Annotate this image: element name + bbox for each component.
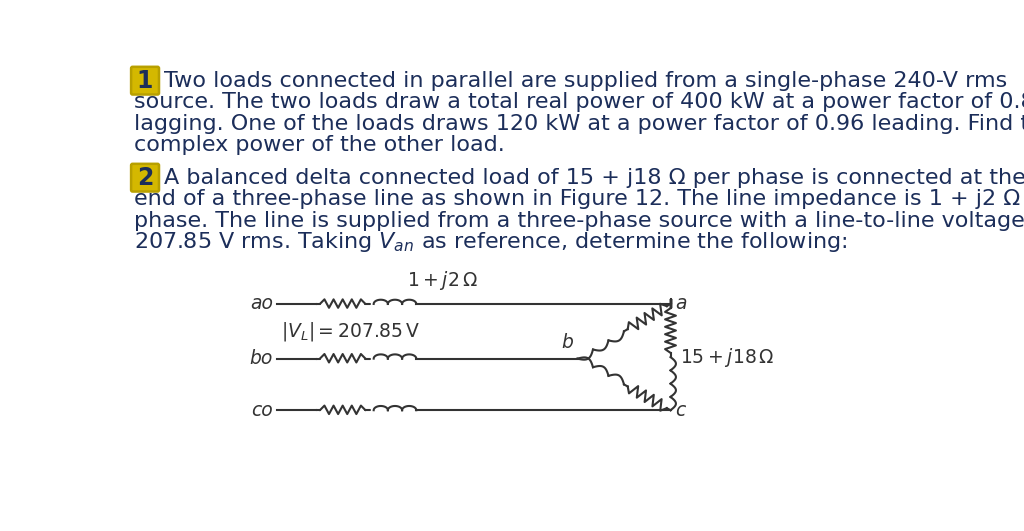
Text: 2: 2 — [137, 166, 154, 190]
Text: b: b — [562, 333, 573, 353]
Text: lagging. One of the loads draws 120 kW at a power factor of 0.96 leading. Find t: lagging. One of the loads draws 120 kW a… — [134, 114, 1024, 134]
Text: ao: ao — [250, 295, 273, 313]
Text: 207.85 V rms. Taking $V_{an}$ as reference, determine the following:: 207.85 V rms. Taking $V_{an}$ as referen… — [134, 230, 848, 254]
Text: bo: bo — [250, 349, 273, 368]
Text: $|V_L|=207.85\,\mathrm{V}$: $|V_L|=207.85\,\mathrm{V}$ — [281, 320, 420, 343]
Text: $1+j2\,\Omega$: $1+j2\,\Omega$ — [408, 269, 478, 292]
Text: phase. The line is supplied from a three-phase source with a line-to-line voltag: phase. The line is supplied from a three… — [134, 211, 1024, 231]
Text: source. The two loads draw a total real power of 400 kW at a power factor of 0.8: source. The two loads draw a total real … — [134, 92, 1024, 112]
Text: end of a three-phase line as shown in Figure 12. The line impedance is 1 + j2 Ω : end of a three-phase line as shown in Fi… — [134, 189, 1024, 209]
Text: 1: 1 — [137, 68, 154, 93]
FancyBboxPatch shape — [131, 67, 159, 95]
Text: c: c — [675, 401, 685, 419]
Text: A balanced delta connected load of 15 + j18 Ω per phase is connected at the: A balanced delta connected load of 15 + … — [164, 168, 1024, 187]
Text: Two loads connected in parallel are supplied from a single-phase 240-V rms: Two loads connected in parallel are supp… — [164, 71, 1007, 91]
Text: a: a — [675, 295, 687, 313]
Text: co: co — [251, 401, 273, 419]
FancyBboxPatch shape — [131, 164, 159, 192]
Text: complex power of the other load.: complex power of the other load. — [134, 135, 505, 156]
Text: $15+j18\,\Omega$: $15+j18\,\Omega$ — [680, 346, 774, 369]
